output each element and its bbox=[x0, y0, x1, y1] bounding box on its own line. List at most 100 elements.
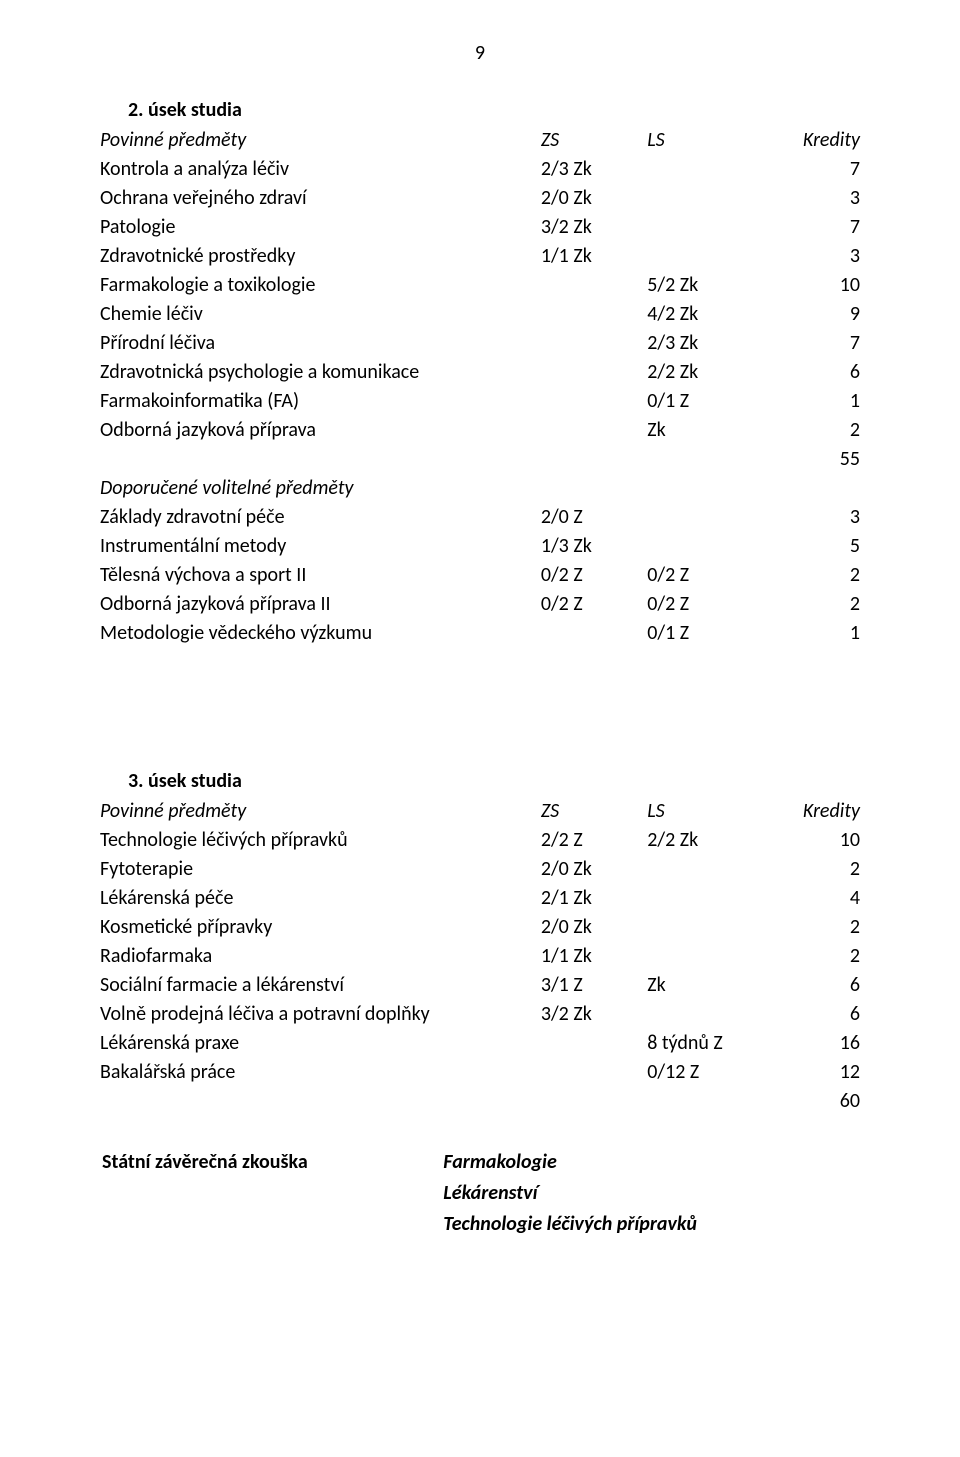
section-spacer bbox=[100, 648, 860, 768]
table-row: Kontrola a analýza léčiv2/3 Zk 7 bbox=[100, 155, 860, 184]
course-zs: 3/2 Zk bbox=[541, 213, 647, 242]
course-credits: 10 bbox=[754, 271, 860, 300]
final-exam-table: Státní závěrečná zkouškaFarmakologieLéká… bbox=[100, 1146, 860, 1241]
course-name: Přírodní léčiva bbox=[100, 329, 541, 358]
course-zs: 3/1 Z bbox=[541, 971, 647, 1000]
course-name: Fytoterapie bbox=[100, 855, 541, 884]
course-zs bbox=[541, 619, 647, 648]
course-ls bbox=[647, 884, 753, 913]
course-zs: 2/0 Zk bbox=[541, 913, 647, 942]
course-zs bbox=[541, 300, 647, 329]
course-ls bbox=[647, 532, 753, 561]
course-credits: 5 bbox=[754, 532, 860, 561]
course-name: Základy zdravotní péče bbox=[100, 503, 541, 532]
course-ls: 4/2 Zk bbox=[647, 300, 753, 329]
table-row: Zdravotnické prostředky1/1 Zk3 bbox=[100, 242, 860, 271]
group-label: Povinné předměty bbox=[100, 797, 541, 826]
course-name bbox=[100, 445, 541, 474]
course-credits: 1 bbox=[754, 619, 860, 648]
course-zs: 2/0 Zk bbox=[541, 855, 647, 884]
course-name: Instrumentální metody bbox=[100, 532, 541, 561]
course-credits: 6 bbox=[754, 358, 860, 387]
final-exam-row: Lékárenství bbox=[102, 1179, 858, 1208]
course-ls bbox=[647, 1087, 753, 1116]
final-exam-item: Technologie léčivých přípravků bbox=[443, 1210, 858, 1239]
course-zs: 2/2 Z bbox=[541, 826, 647, 855]
final-exam-label bbox=[102, 1179, 441, 1208]
course-name: Odborná jazyková příprava II bbox=[100, 590, 541, 619]
course-zs bbox=[541, 271, 647, 300]
course-credits: 1 bbox=[754, 387, 860, 416]
course-credits: 6 bbox=[754, 971, 860, 1000]
course-credits: 10 bbox=[754, 826, 860, 855]
course-ls bbox=[647, 1000, 753, 1029]
course-ls: 5/2 Zk bbox=[647, 271, 753, 300]
course-table: Povinné předmětyZSLSKredityTechnologie l… bbox=[100, 797, 860, 1116]
course-name: Sociální farmacie a lékárenství bbox=[100, 971, 541, 1000]
course-ls: 0/2 Z bbox=[647, 561, 753, 590]
final-exam-row: Státní závěrečná zkouškaFarmakologie bbox=[102, 1148, 858, 1177]
course-credits: 7 bbox=[754, 213, 860, 242]
course-ls: 0/1 Z bbox=[647, 387, 753, 416]
col-ls bbox=[647, 474, 753, 503]
course-ls bbox=[647, 445, 753, 474]
course-ls bbox=[647, 942, 753, 971]
course-credits: 2 bbox=[754, 561, 860, 590]
course-ls bbox=[647, 503, 753, 532]
course-name: Lékárenská péče bbox=[100, 884, 541, 913]
table-row: Ochrana veřejného zdraví2/0 Zk3 bbox=[100, 184, 860, 213]
table-row: Farmakologie a toxikologie5/2 Zk10 bbox=[100, 271, 860, 300]
course-credits: 3 bbox=[754, 503, 860, 532]
course-credits: 7 bbox=[754, 155, 860, 184]
col-zs: ZS bbox=[541, 126, 647, 155]
table-row: Kosmetické přípravky2/0 Zk2 bbox=[100, 913, 860, 942]
final-exam-label bbox=[102, 1210, 441, 1239]
course-name: Zdravotnické prostředky bbox=[100, 242, 541, 271]
course-name bbox=[100, 1087, 541, 1116]
course-zs bbox=[541, 358, 647, 387]
course-name: Lékárenská praxe bbox=[100, 1029, 541, 1058]
col-credits: Kredity bbox=[754, 126, 860, 155]
course-credits: 60 bbox=[754, 1087, 860, 1116]
course-ls: 0/1 Z bbox=[647, 619, 753, 648]
col-zs: ZS bbox=[541, 797, 647, 826]
course-credits: 55 bbox=[754, 445, 860, 474]
final-exam-block: Státní závěrečná zkouškaFarmakologieLéká… bbox=[100, 1146, 860, 1241]
table-row: Instrumentální metody1/3 Zk 5 bbox=[100, 532, 860, 561]
course-ls: Zk bbox=[647, 416, 753, 445]
table-row: Přírodní léčiva2/3 Zk7 bbox=[100, 329, 860, 358]
course-zs bbox=[541, 445, 647, 474]
course-table: Doporučené volitelné předmětyZáklady zdr… bbox=[100, 474, 860, 648]
course-name: Farmakoinformatika (FA) bbox=[100, 387, 541, 416]
table-row: Chemie léčiv4/2 Zk9 bbox=[100, 300, 860, 329]
course-ls: 2/2 Zk bbox=[647, 358, 753, 387]
course-ls: 0/12 Z bbox=[647, 1058, 753, 1087]
course-name: Volně prodejná léčiva a potravní doplňky bbox=[100, 1000, 541, 1029]
table-row: Radiofarmaka1/1 Zk2 bbox=[100, 942, 860, 971]
course-ls: 2/2 Zk bbox=[647, 826, 753, 855]
course-zs: 2/3 Zk bbox=[541, 155, 647, 184]
course-name: Chemie léčiv bbox=[100, 300, 541, 329]
course-ls: 8 týdnů Z bbox=[647, 1029, 753, 1058]
page-number: 9 bbox=[100, 40, 860, 67]
table-row: Volně prodejná léčiva a potravní doplňky… bbox=[100, 1000, 860, 1029]
col-ls: LS bbox=[647, 797, 753, 826]
course-zs: 1/3 Zk bbox=[541, 532, 647, 561]
course-zs: 0/2 Z bbox=[541, 561, 647, 590]
course-zs bbox=[541, 416, 647, 445]
course-credits: 16 bbox=[754, 1029, 860, 1058]
course-name: Kosmetické přípravky bbox=[100, 913, 541, 942]
table-header-row: Doporučené volitelné předměty bbox=[100, 474, 860, 503]
table-row: Sociální farmacie a lékárenství3/1 ZZk6 bbox=[100, 971, 860, 1000]
table-row: Metodologie vědeckého výzkumu0/1 Z1 bbox=[100, 619, 860, 648]
table-row: Patologie3/2 Zk7 bbox=[100, 213, 860, 242]
course-name: Kontrola a analýza léčiv bbox=[100, 155, 541, 184]
group-label: Doporučené volitelné předměty bbox=[100, 474, 541, 503]
course-ls bbox=[647, 913, 753, 942]
table-row: Základy zdravotní péče2/0 Z3 bbox=[100, 503, 860, 532]
course-ls bbox=[647, 184, 753, 213]
course-name: Zdravotnická psychologie a komunikace bbox=[100, 358, 541, 387]
course-ls bbox=[647, 242, 753, 271]
course-zs: 1/1 Zk bbox=[541, 242, 647, 271]
course-zs bbox=[541, 329, 647, 358]
